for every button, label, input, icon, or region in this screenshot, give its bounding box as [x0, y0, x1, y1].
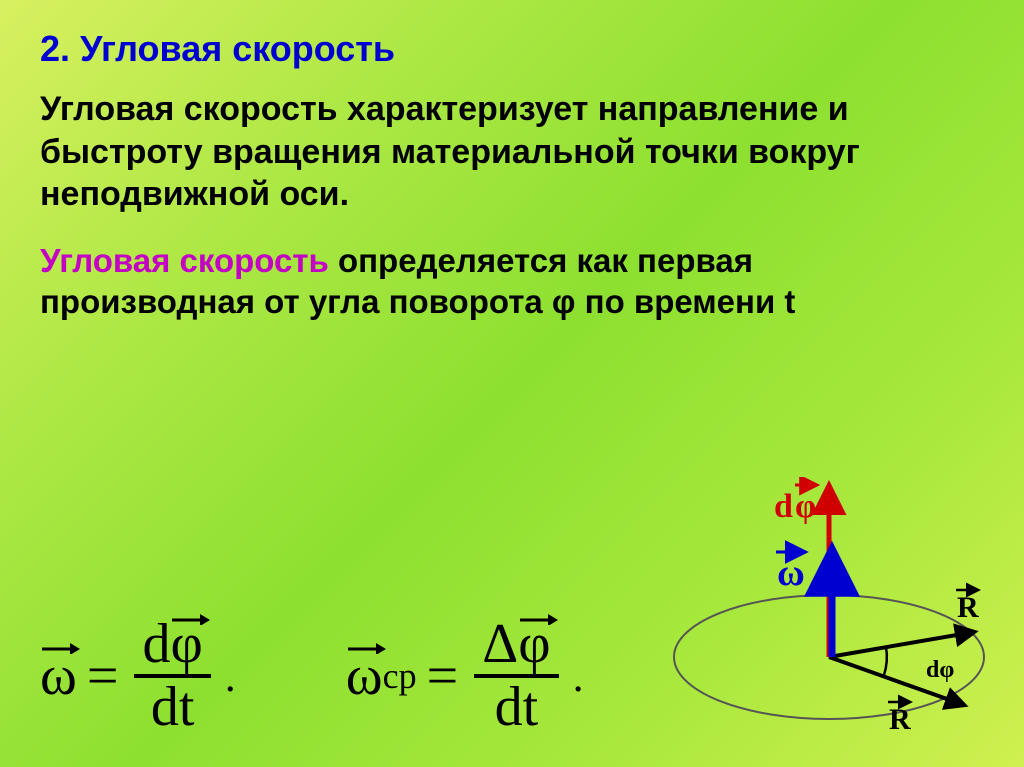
- dphi-arc: [884, 647, 887, 675]
- dt-symbol: dt: [143, 678, 203, 737]
- period: .: [225, 651, 236, 702]
- omega-vector: ω: [40, 644, 77, 708]
- definition-paragraph: Угловая скорость характеризует направлен…: [40, 88, 940, 216]
- angular-velocity-diagram: ddφ φ ω R R dφ: [664, 477, 994, 747]
- omega-label: ω: [777, 552, 805, 594]
- phi-vector: φ: [518, 615, 550, 674]
- dphi-phi: φ: [795, 488, 816, 525]
- period: .: [573, 651, 584, 702]
- section-title: 2. Угловая скорость: [40, 28, 984, 70]
- equals-sign: =: [427, 644, 459, 708]
- omega-formula: ω = d φ dt .: [40, 615, 236, 737]
- d-symbol: d: [142, 613, 170, 675]
- dphi-label: ddφ: [774, 488, 793, 525]
- equals-sign: =: [87, 644, 119, 708]
- omega-avg-formula: ω ср = Δ φ dt .: [346, 615, 584, 737]
- fraction: d φ dt: [134, 615, 210, 737]
- omega-symbol: ω: [40, 645, 77, 707]
- phi-vector: φ: [170, 615, 202, 674]
- R-top-label: R: [957, 591, 979, 624]
- R-bottom-label: R: [889, 703, 911, 736]
- dphi-angle-label: dφ: [926, 657, 954, 683]
- omega-avg-vector: ω: [346, 644, 383, 708]
- R-vector-top: [829, 632, 974, 657]
- derivative-definition: Угловая скорость определяется как первая…: [40, 240, 920, 323]
- dt-symbol: dt: [487, 678, 547, 737]
- definition-lead: Угловая скорость: [40, 242, 329, 279]
- formula-row: ω = d φ dt . ω ср = Δ φ: [40, 615, 584, 737]
- avg-subscript: ср: [383, 655, 417, 697]
- fraction: Δ φ dt: [474, 615, 558, 737]
- delta-symbol: Δ: [482, 613, 518, 675]
- omega-symbol: ω: [346, 645, 383, 707]
